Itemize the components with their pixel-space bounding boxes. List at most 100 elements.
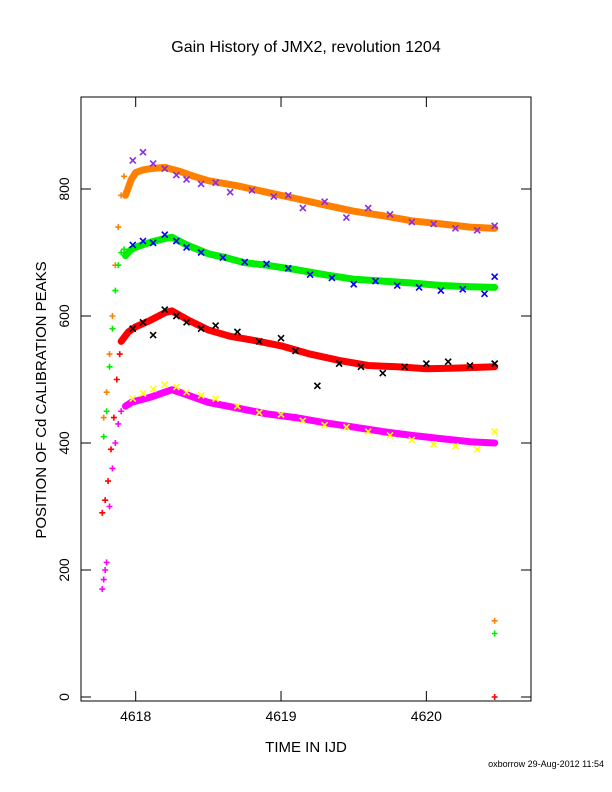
data-point [277,410,285,418]
data-point [491,360,499,368]
data-point [357,363,365,371]
x-tick-label: 4618 [120,708,151,724]
footer-credit: oxborrow 29-Aug-2012 11:54 [488,759,604,769]
data-point [107,446,114,453]
series-9 [100,246,498,637]
data-point [350,280,358,288]
data-point [172,237,180,245]
y-tick-label: 400 [56,431,72,455]
data-point [197,180,205,188]
x-axis-label: TIME IN IJD [265,739,347,756]
data-point [161,165,169,173]
data-point [284,191,292,199]
data-point [129,241,137,249]
data-point [118,192,125,199]
data-point [284,264,292,272]
data-point [400,363,409,371]
data-point [306,271,314,279]
data-point [408,436,416,444]
data-point [197,391,205,399]
data-point [149,331,157,339]
data-point [473,226,481,234]
data-point [149,160,157,168]
data-point [125,186,132,192]
data-point [182,318,191,326]
data-point [116,351,123,358]
data-point [109,465,116,472]
data-point [212,394,220,403]
data-point [233,402,241,410]
data-point [491,630,498,637]
y-axis: 0 200 400 600 800 [56,177,531,701]
data-point [379,369,387,377]
y-tick-label: 800 [56,177,72,201]
series-3 [129,231,499,298]
data-point [139,237,147,245]
data-point [112,440,119,446]
data-point [182,243,191,251]
series-1 [129,148,499,234]
plot-frame [80,96,532,702]
data-point [105,478,112,485]
data-point [415,283,423,291]
data-point [270,193,278,201]
data-point [491,273,499,281]
data-point [106,503,113,510]
series-7 [129,381,499,453]
data-point [299,204,307,212]
data-point [129,156,137,164]
data-point [182,175,191,184]
data-point [430,440,438,448]
data-point [103,389,110,396]
data-point [219,254,227,262]
data-point [118,408,125,415]
data-point [451,442,459,450]
data-point [371,277,380,285]
data-point [106,351,113,358]
series-5 [129,306,499,390]
series-layer [99,148,499,700]
data-point [197,325,205,333]
data-point [115,224,122,231]
data-point [342,214,350,222]
data-point [430,220,438,228]
series-4 [117,307,499,373]
data-point [161,231,169,239]
data-point [115,420,122,427]
series-line [122,163,499,232]
series-10 [99,351,498,700]
series-0 [122,163,499,232]
data-point [149,385,157,393]
data-point [113,376,120,383]
data-point [118,249,125,256]
data-point [172,383,180,391]
data-point [121,246,128,253]
series-line [122,233,499,291]
data-point [197,248,205,257]
data-point [491,222,499,230]
data-point [139,389,147,398]
data-point [473,445,481,453]
data-point [172,312,180,320]
x-tick-label: 4619 [265,708,296,724]
data-point [335,360,343,368]
series-8 [100,173,498,624]
data-point [99,509,106,516]
data-point [161,381,169,389]
data-point [393,281,401,290]
y-tick-label: 200 [56,558,72,582]
data-point [100,576,107,583]
data-point [110,414,117,421]
data-point [102,497,109,504]
data-point [172,171,180,179]
series-line [117,307,499,373]
data-point [364,204,372,212]
data-point [100,433,107,440]
data-point [299,417,307,425]
data-point [241,258,249,266]
data-point [480,290,489,298]
data-point [226,188,234,196]
data-point [437,287,445,295]
x-tick-label: 4620 [411,708,442,724]
